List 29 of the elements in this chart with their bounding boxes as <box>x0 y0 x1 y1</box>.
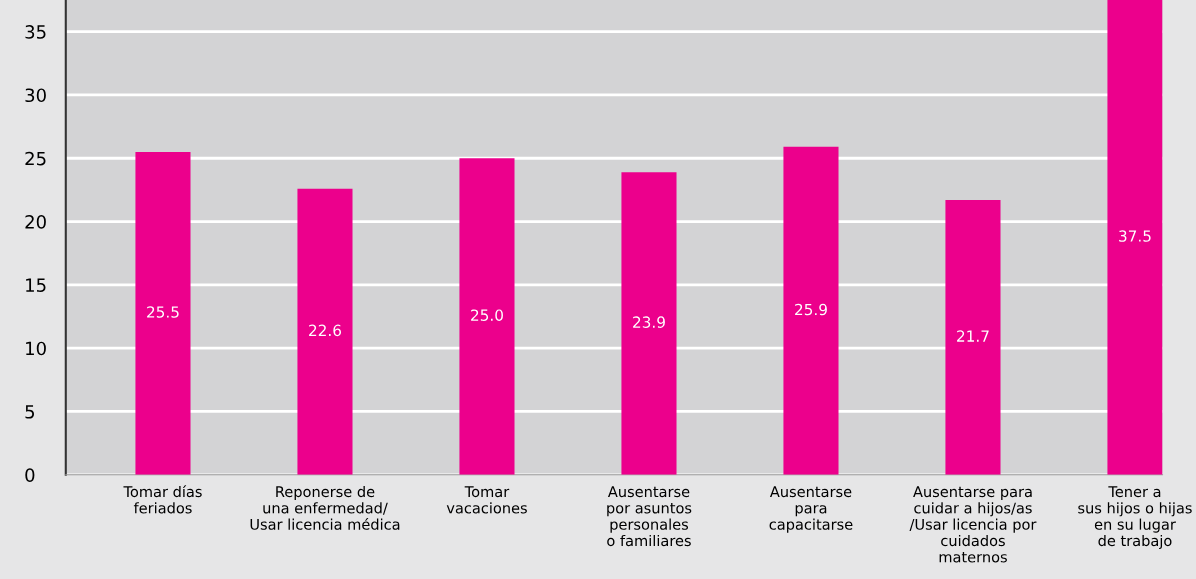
x-tick-label: Tomar días feriados <box>123 485 202 514</box>
data-label: 37.5 <box>1119 230 1151 242</box>
data-label: 23.9 <box>633 316 665 328</box>
x-tick-label: Ausentarse para capacitarse <box>769 486 853 533</box>
y-tick-label: 35 <box>25 25 46 39</box>
y-tick-label: 20 <box>25 215 46 229</box>
data-label: 21.7 <box>957 330 989 342</box>
y-tick-label: 15 <box>26 278 46 292</box>
y-tick-label: 0 <box>25 468 35 482</box>
data-label: 25.5 <box>147 306 179 318</box>
y-tick-label: 25 <box>25 151 46 166</box>
x-tick-label: Ausentarse por asuntos personales o familiares <box>607 486 692 547</box>
data-label: 25.9 <box>795 303 827 316</box>
data-label: 25.0 <box>471 309 503 321</box>
bar <box>783 146 839 475</box>
y-tick-label: 5 <box>25 405 35 419</box>
y-tick-label: 10 <box>26 341 46 356</box>
x-tick-label: Tener a sus hijos o hijas en su lugar de trabajo <box>1078 486 1192 549</box>
bar <box>945 200 1001 475</box>
x-tick-label: Reponerse de una enfermedad/ Usar licencia médica <box>250 485 400 530</box>
bar <box>621 172 677 475</box>
bar <box>297 188 353 475</box>
bar <box>459 158 515 475</box>
x-tick-label: Ausentarse para cuidar a hijos/as /Usar licencia por cuidados maternos <box>909 486 1037 563</box>
bar <box>135 151 191 475</box>
bar <box>1107 0 1163 475</box>
x-tick-label: Tomar vacaciones <box>446 486 527 514</box>
y-tick-label: 30 <box>25 88 46 103</box>
data-label: 22.6 <box>309 324 342 337</box>
